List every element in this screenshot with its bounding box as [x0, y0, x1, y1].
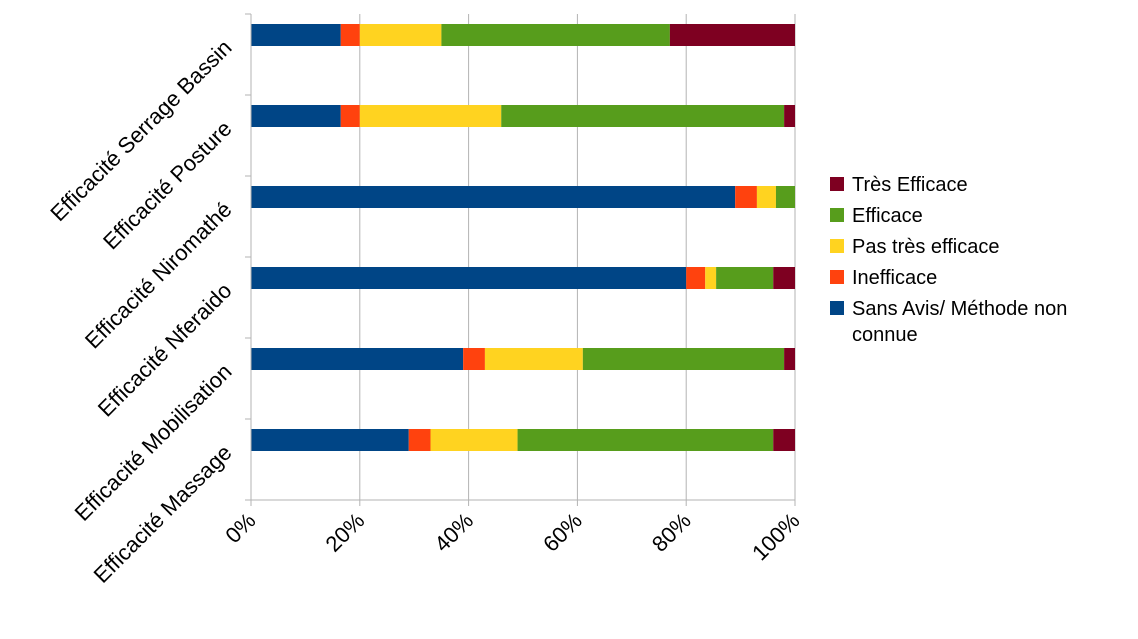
- bar-segment: [716, 267, 774, 289]
- bar-segment: [501, 105, 785, 127]
- category-label: Efficacité Niromathé: [80, 197, 237, 354]
- bar-segment: [517, 429, 774, 451]
- bar-segment: [441, 24, 670, 46]
- bar-segment: [582, 348, 785, 370]
- legend-swatch: [830, 177, 844, 191]
- bar-segment: [484, 348, 583, 370]
- legend-label: Pas très efficace: [852, 236, 999, 258]
- bar-segment: [340, 105, 360, 127]
- bar-segment: [735, 186, 757, 208]
- bar-segment: [251, 186, 736, 208]
- bar-segment: [251, 348, 464, 370]
- x-tick-label: 80%: [647, 508, 696, 557]
- bar-segment: [463, 348, 485, 370]
- legend-label: Inefficace: [852, 267, 937, 289]
- bar-series: [251, 24, 795, 451]
- x-tick-label: 60%: [538, 508, 587, 557]
- bar-segment: [669, 24, 795, 46]
- bar-segment: [408, 429, 431, 451]
- grid-lines: [359, 14, 796, 500]
- legend-swatch: [830, 208, 844, 222]
- legend-swatch: [830, 270, 844, 284]
- legend-label: Sans Avis/ Méthode non: [852, 298, 1067, 320]
- bar-segment: [756, 186, 776, 208]
- axes: [245, 13, 796, 506]
- legend-label: connue: [852, 324, 918, 346]
- legend-swatch: [830, 239, 844, 253]
- bar-segment: [775, 186, 795, 208]
- bar-segment: [773, 267, 795, 289]
- x-tick-labels: 0% 20% 40% 60% 80% 100%: [220, 508, 804, 565]
- bar-segment: [340, 24, 360, 46]
- legend-label: Très Efficace: [852, 174, 968, 196]
- bar-segment: [359, 105, 502, 127]
- x-tick-label: 100%: [747, 508, 804, 565]
- bar-segment: [773, 429, 795, 451]
- x-tick-label: 20%: [321, 508, 370, 557]
- bar-segment: [705, 267, 717, 289]
- legend-swatch: [830, 301, 844, 315]
- category-label: Efficacité Nferaido: [93, 278, 237, 422]
- bar-segment: [784, 105, 795, 127]
- legend: Très Efficace Efficace Pas très efficace In…: [830, 174, 1067, 346]
- bar-segment: [251, 267, 687, 289]
- bar-segment: [251, 24, 341, 46]
- bar-segment: [251, 105, 341, 127]
- bar-segment: [430, 429, 518, 451]
- bar-segment: [686, 267, 706, 289]
- bar-segment: [251, 429, 409, 451]
- x-tick-label: 0%: [220, 508, 260, 548]
- category-label: Efficacité Mobilisation: [70, 359, 237, 526]
- bar-segment: [359, 24, 442, 46]
- x-tick-label: 40%: [429, 508, 478, 557]
- legend-label: Efficace: [852, 205, 923, 227]
- bar-segment: [784, 348, 795, 370]
- category-label: Efficacité Massage: [89, 440, 237, 588]
